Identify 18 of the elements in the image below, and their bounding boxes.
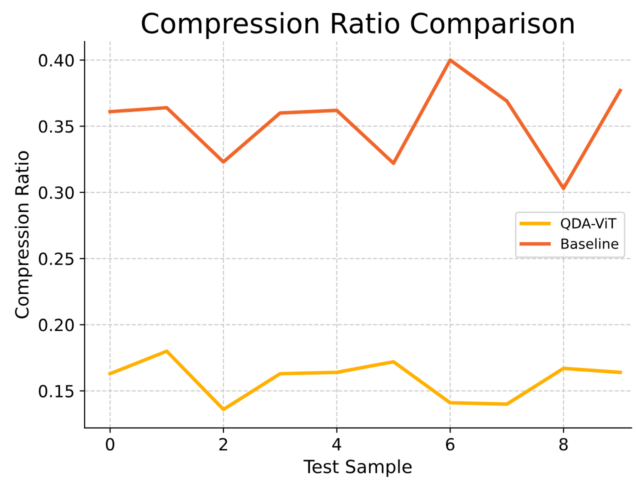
legend-label: Baseline — [562, 238, 618, 249]
y-tick-label: 0.25 — [38, 252, 74, 266]
chart-title: Compression Ratio Comparison — [142, 12, 574, 39]
legend-label: QDA-ViT — [560, 218, 616, 230]
line-series — [108, 349, 622, 412]
y-tick-label: 0.15 — [38, 384, 74, 398]
y-axis-title: Compression Ratio — [14, 151, 32, 318]
x-tick-label: 4 — [332, 438, 342, 450]
y-tick-label: 0.40 — [38, 54, 74, 67]
x-tick-label: 0 — [106, 438, 114, 451]
y-tick-label: 0.30 — [38, 186, 74, 199]
x-tick-label: 6 — [446, 438, 454, 451]
x-axis-title: Test Sample — [304, 459, 412, 477]
x-tick-label: 8 — [559, 438, 568, 451]
line-series — [108, 58, 622, 190]
x-tick-label: 2 — [219, 438, 228, 450]
y-tick-label: 0.35 — [38, 120, 74, 133]
y-tick-label: 0.20 — [38, 318, 74, 332]
